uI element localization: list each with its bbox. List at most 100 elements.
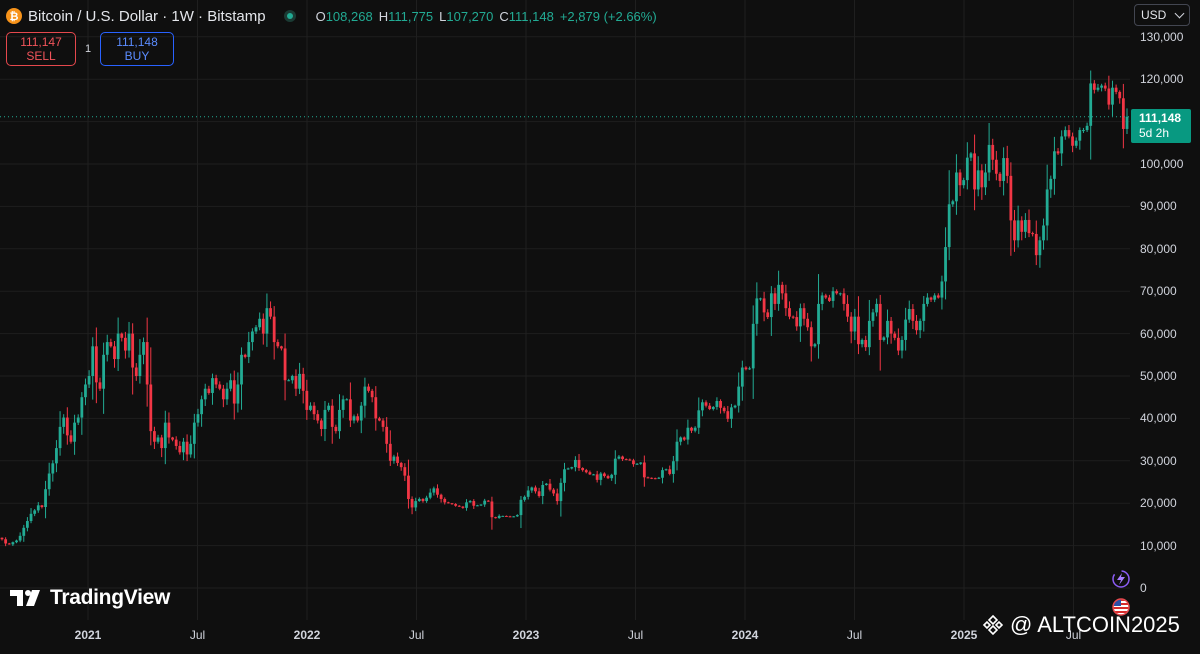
- high-label: H: [378, 8, 389, 24]
- candle-body: [330, 405, 334, 427]
- candle: [123, 331, 127, 359]
- candle: [258, 312, 262, 331]
- candle: [642, 455, 646, 487]
- candle: [105, 334, 109, 362]
- candlesticks: [0, 70, 1129, 547]
- candle-body: [809, 327, 813, 347]
- candle: [7, 542, 11, 545]
- candle: [592, 473, 595, 476]
- candle-body: [541, 484, 545, 496]
- candle: [385, 417, 389, 453]
- x-tick-label: Jul: [846, 628, 863, 642]
- candle: [733, 404, 737, 409]
- candle: [998, 171, 1002, 188]
- candle-body: [1078, 130, 1082, 141]
- candle-body: [1056, 151, 1060, 154]
- candle-body: [806, 318, 810, 328]
- candle-body: [153, 431, 156, 442]
- candle: [80, 392, 84, 435]
- us-flag-icon[interactable]: [1111, 597, 1131, 617]
- candle: [929, 296, 933, 302]
- candle-body: [733, 405, 737, 408]
- candle: [410, 496, 414, 515]
- candle: [490, 496, 494, 530]
- candle: [701, 399, 704, 417]
- candle: [515, 514, 519, 517]
- candle: [374, 386, 378, 431]
- candle: [748, 366, 751, 370]
- candle: [1031, 231, 1035, 237]
- candle-body: [878, 303, 882, 340]
- candle: [251, 328, 254, 351]
- candle: [280, 345, 283, 351]
- candle: [1096, 83, 1100, 92]
- candle: [795, 311, 799, 331]
- candle-body: [385, 426, 389, 444]
- candle: [846, 295, 849, 322]
- y-tick-label: 60,000: [1140, 326, 1177, 341]
- candle: [58, 411, 62, 456]
- open-label: O: [315, 8, 326, 24]
- lightning-icon[interactable]: [1111, 569, 1131, 589]
- candle: [534, 485, 537, 494]
- candle: [530, 486, 534, 493]
- candle: [541, 481, 545, 505]
- candle-body: [356, 416, 360, 421]
- candle: [428, 488, 432, 500]
- candle-body: [777, 284, 781, 304]
- candle: [519, 495, 523, 529]
- candle-body: [265, 308, 269, 334]
- candle: [809, 321, 813, 362]
- candle: [102, 342, 106, 414]
- candle-body: [835, 291, 839, 294]
- candle: [294, 369, 298, 397]
- candle-body: [1118, 91, 1122, 99]
- candle-body: [450, 503, 454, 505]
- candle: [1009, 162, 1013, 256]
- candle-body: [116, 333, 120, 360]
- currency-selector[interactable]: USD: [1134, 4, 1190, 26]
- candle: [512, 516, 516, 518]
- candle: [189, 435, 193, 458]
- ohlc-legend: O108,268 H111,775 L107,270 C111,148 +2,8…: [316, 9, 657, 24]
- candle: [788, 301, 791, 320]
- candle-body: [769, 293, 773, 318]
- symbol-title[interactable]: Bitcoin / U.S. Dollar · 1W · Bitstamp: [28, 7, 266, 25]
- candle: [439, 493, 443, 503]
- candle-body: [472, 501, 476, 506]
- candle-body: [962, 180, 966, 186]
- candle: [940, 275, 944, 310]
- candle: [759, 297, 762, 301]
- candle: [370, 388, 374, 403]
- candle: [247, 331, 251, 364]
- candle-body: [178, 445, 182, 453]
- candle: [465, 499, 468, 511]
- candle: [461, 506, 465, 509]
- candle-body: [1031, 233, 1035, 235]
- candle-body: [791, 316, 795, 318]
- candle-body: [584, 470, 588, 473]
- candle: [240, 347, 243, 410]
- candle: [1089, 70, 1093, 160]
- candle-body: [886, 320, 889, 338]
- candle: [309, 402, 312, 412]
- candle: [203, 383, 207, 407]
- candle: [91, 337, 95, 400]
- candle-body: [1063, 130, 1067, 137]
- sell-price: 111,147: [20, 35, 62, 49]
- candle-body: [80, 397, 84, 418]
- candle-body: [203, 388, 207, 400]
- candle: [755, 282, 759, 336]
- candle: [348, 382, 352, 427]
- candle: [218, 381, 222, 391]
- open-value: 108,268: [325, 8, 373, 24]
- candle: [113, 341, 116, 368]
- sell-button[interactable]: 111,147 SELL: [6, 32, 76, 66]
- candle: [171, 436, 174, 442]
- candle-body: [359, 405, 363, 421]
- candle-body: [225, 388, 229, 400]
- buy-button[interactable]: 111,148 BUY: [100, 32, 174, 66]
- candle: [882, 336, 886, 342]
- candle-body: [965, 157, 969, 181]
